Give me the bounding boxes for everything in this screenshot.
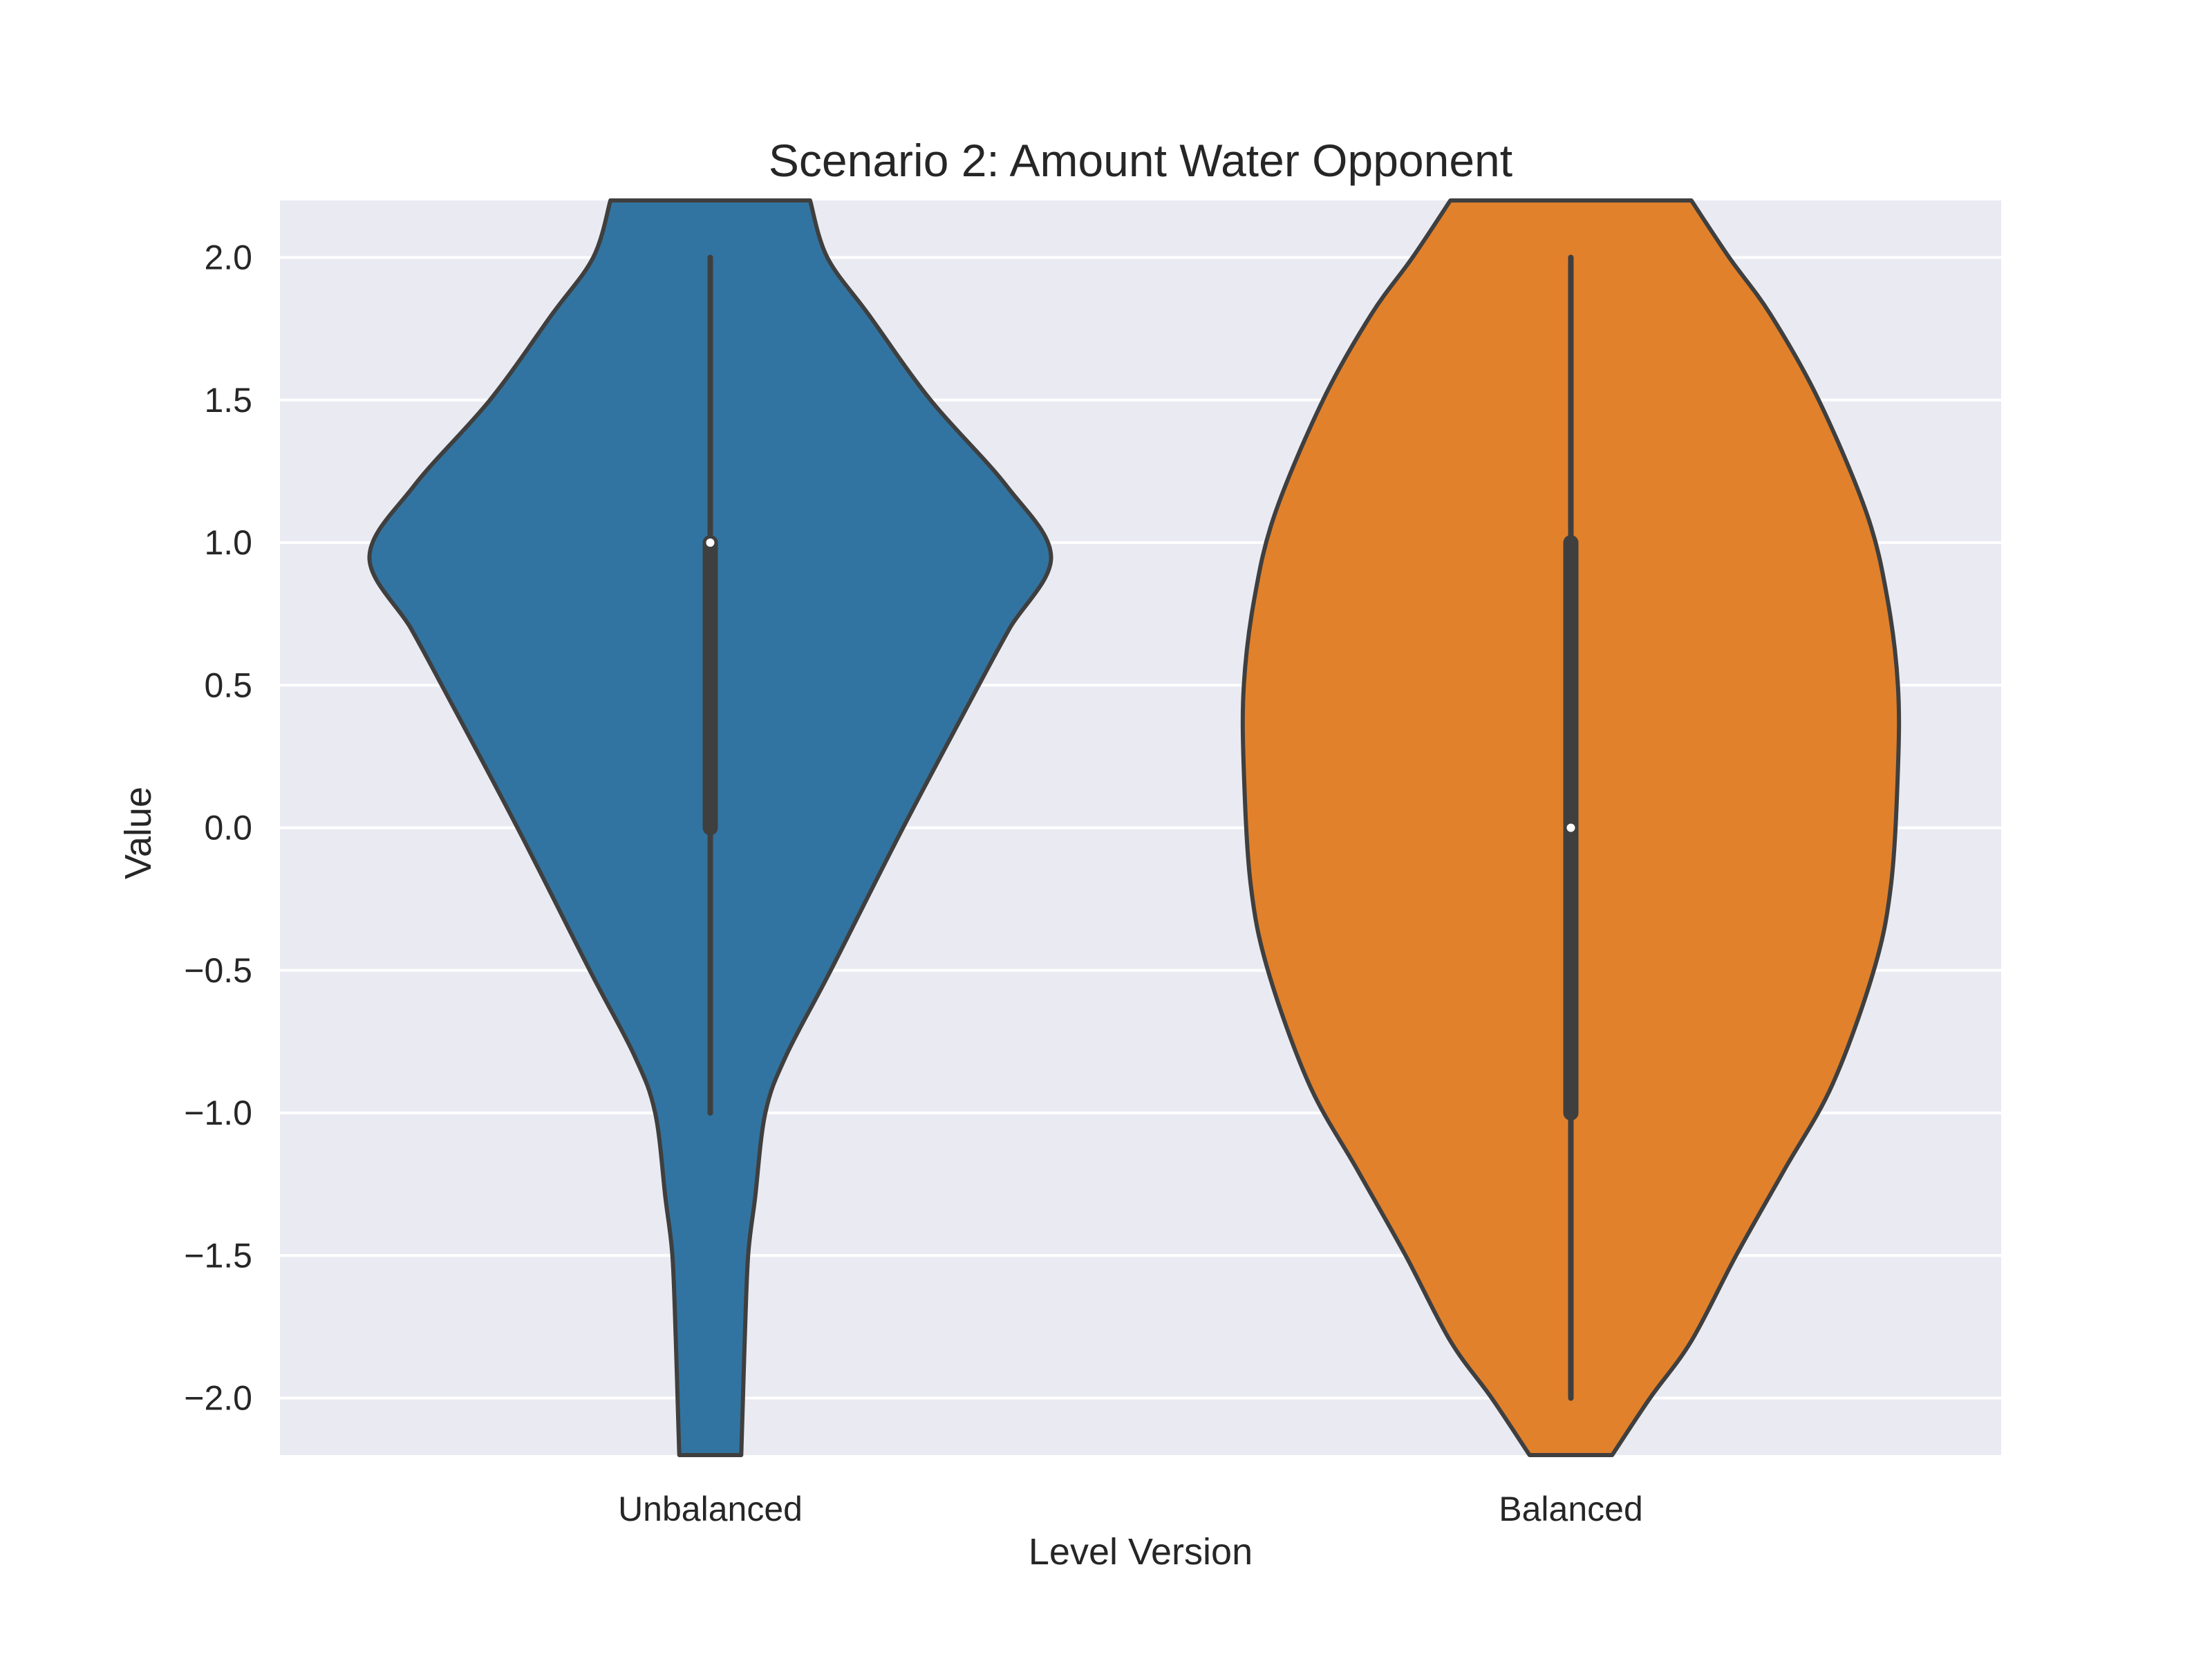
violin-unbalanced xyxy=(367,198,1053,1457)
x-tick-label: Balanced xyxy=(1499,1490,1643,1528)
y-tick-label: 0.5 xyxy=(204,666,252,704)
violin-balanced xyxy=(1240,198,1902,1457)
chart-title: Scenario 2: Amount Water Opponent xyxy=(769,135,1512,186)
median-marker xyxy=(706,538,715,547)
y-tick-label: −2.0 xyxy=(184,1379,252,1418)
y-tick-label: −0.5 xyxy=(184,951,252,990)
x-axis-label: Level Version xyxy=(1029,1531,1253,1573)
x-tick-label: Unbalanced xyxy=(618,1490,803,1528)
y-tick-label: 1.5 xyxy=(204,381,252,420)
y-tick-label: −1.5 xyxy=(184,1236,252,1275)
violins xyxy=(367,198,1902,1457)
y-tick-label: 0.0 xyxy=(204,809,252,847)
y-tick-label: 1.0 xyxy=(204,523,252,562)
y-tick-label: 2.0 xyxy=(204,238,252,277)
y-tick-label: −1.0 xyxy=(184,1094,252,1132)
y-tick-labels: 2.0 1.5 1.0 0.5 0.0 −0.5 −1.0 −1.5 −2.0 xyxy=(184,238,252,1418)
median-marker xyxy=(1566,823,1575,832)
x-tick-labels: Unbalanced Balanced xyxy=(618,1490,1643,1528)
y-axis-label: Value xyxy=(118,787,159,879)
